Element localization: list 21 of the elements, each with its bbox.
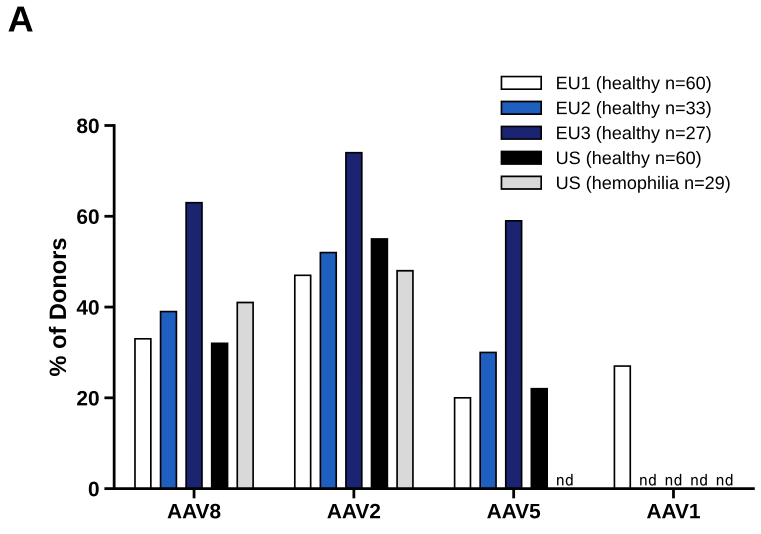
text: nd: [691, 474, 707, 486]
y-tick-label: 20: [77, 390, 99, 406]
text: nd: [557, 474, 573, 486]
x-tick-label: AAV8: [168, 504, 220, 518]
text: nd: [716, 474, 732, 486]
y-tick-label: 40: [76, 300, 99, 315]
y-tick-label: 80: [77, 118, 99, 134]
text: nd: [666, 474, 682, 486]
legend-label: US (hemophilia n=29): [557, 176, 730, 193]
text: nd: [640, 474, 656, 486]
y-axis-title: % of Donors: [48, 238, 66, 376]
legend-label: EU2 (healthy n=33): [557, 101, 711, 118]
x-tick-label: AAV1: [646, 504, 700, 518]
x-tick-label: AAV5: [487, 504, 540, 518]
y-tick-label: 60: [77, 209, 99, 224]
legend-label: US (healthy n=60): [557, 150, 701, 168]
y-tick-label: 0: [88, 482, 99, 496]
legend-label: EU1 (healthy n=60): [557, 76, 711, 93]
legend-label: EU3 (healthy n=27): [557, 126, 711, 143]
chart-title: A: [8, 6, 33, 32]
x-tick-label: AAV2: [327, 504, 380, 518]
